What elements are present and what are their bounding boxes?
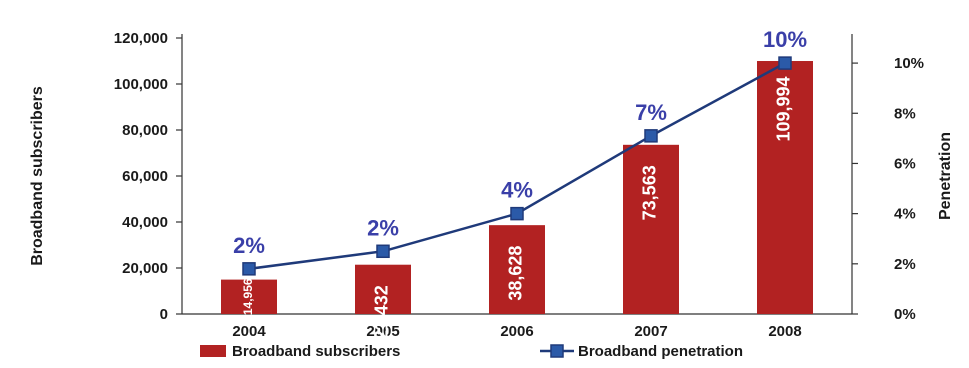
y2-axis-title: Penetration [937, 132, 954, 220]
penetration-label: 7% [635, 100, 667, 125]
penetration-label: 4% [501, 178, 533, 203]
legend-label-bar: Broadband subscribers [232, 343, 400, 360]
bar-value-label: 109,994 [774, 76, 794, 141]
y2-tick-label: 4% [894, 206, 916, 223]
legend-label-line: Broadband penetration [578, 343, 743, 360]
y2-tick-label: 6% [894, 155, 916, 172]
bar-value-label: 14,956 [241, 278, 255, 315]
bar-value-label: 38,628 [506, 246, 526, 301]
y2-tick-label: 8% [894, 105, 916, 122]
legend-swatch-marker [550, 344, 564, 358]
y2-tick-label: 2% [894, 256, 916, 273]
bar-value-label: 21,432 [372, 285, 392, 340]
bar [623, 144, 679, 314]
x-tick-label: 2005 [366, 323, 399, 340]
bar [355, 264, 411, 314]
line-marker [644, 129, 658, 143]
y-tick-label: 40,000 [122, 214, 168, 231]
x-tick-label: 2006 [500, 323, 533, 340]
line-marker [242, 262, 256, 276]
line-marker [778, 56, 792, 70]
line-marker [510, 206, 524, 221]
y2-tick-label: 10% [894, 55, 924, 72]
x-tick-label: 2007 [634, 323, 667, 340]
y-tick-label: 20,000 [122, 260, 168, 277]
bar-value-label: 73,563 [640, 165, 660, 220]
y-tick-label: 80,000 [122, 122, 168, 139]
y-axis-title: Broadband subscribers [29, 86, 46, 266]
line-marker [376, 244, 390, 259]
y-tick-label: 120,000 [114, 30, 168, 47]
x-tick-label: 2004 [232, 323, 266, 340]
legend-swatch-bar [200, 345, 226, 357]
y-tick-label: 100,000 [114, 76, 168, 93]
x-tick-label: 2008 [768, 323, 801, 340]
penetration-label: 2% [233, 233, 265, 258]
bar [221, 279, 277, 314]
y-tick-label: 60,000 [122, 168, 168, 185]
y2-tick-label: 0% [894, 306, 916, 323]
bar [757, 61, 813, 315]
penetration-label: 2% [367, 215, 399, 240]
y-tick-label: 0 [160, 306, 168, 323]
penetration-label: 10% [763, 27, 807, 52]
bar [489, 225, 545, 314]
